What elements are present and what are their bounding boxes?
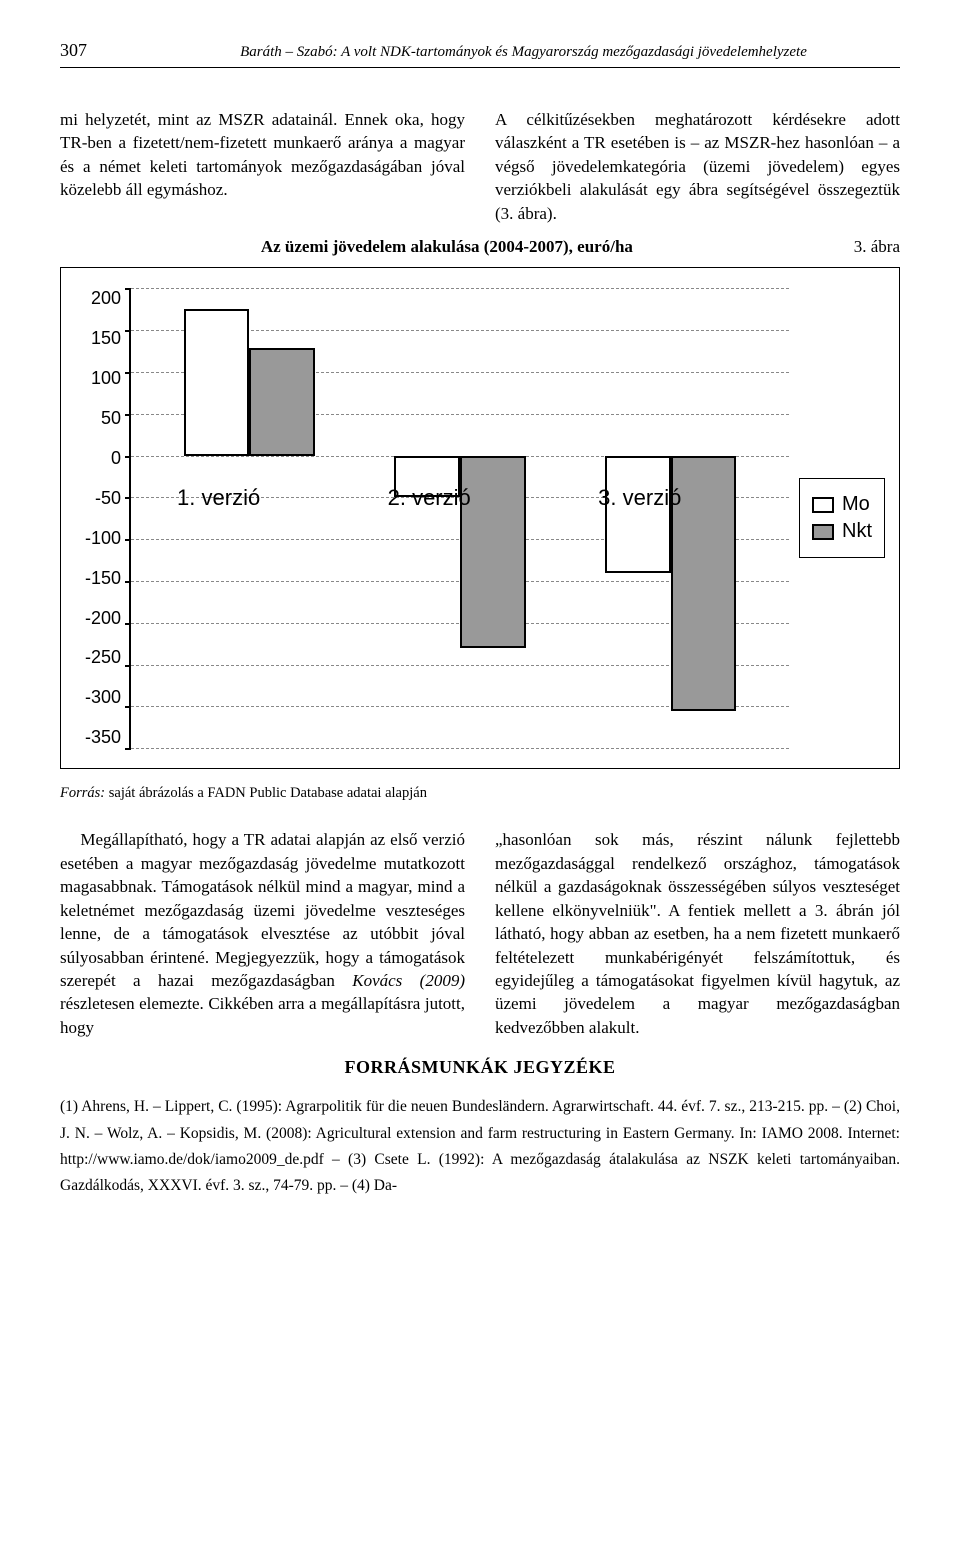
axis-tick [125, 623, 131, 625]
top-paragraph-columns: mi helyzetét, mint az MSZR adatainál. En… [60, 108, 900, 225]
y-tick-label: 150 [91, 328, 121, 349]
legend-swatch-mo [812, 497, 834, 513]
y-tick-label: 50 [101, 408, 121, 429]
bar-mo [184, 309, 250, 455]
y-tick-label: -50 [95, 488, 121, 509]
y-tick-label: -200 [85, 608, 121, 629]
bottom-left-b: részletesen elemezte. Cikkében arra a me… [60, 994, 465, 1036]
axis-tick [125, 706, 131, 708]
axis-tick [125, 456, 131, 458]
bottom-paragraph-columns: Megállapítható, hogy a TR adatai alapján… [60, 828, 900, 1039]
bottom-para-right: „hasonlóan sok más, részint nálunk fejle… [495, 828, 900, 1039]
bottom-left-ital: Kovács (2009) [352, 971, 465, 990]
category-label: 1. verzió [177, 485, 260, 511]
y-tick-label: -300 [85, 687, 121, 708]
legend-swatch-nkt [812, 524, 834, 540]
bar-mo [605, 456, 671, 573]
bottom-left-a: Megállapítható, hogy a TR adatai alapján… [60, 830, 465, 990]
chart-source: Forrás: saját ábrázolás a FADN Public Da… [60, 785, 900, 802]
axis-tick [125, 748, 131, 750]
page-number: 307 [60, 40, 87, 61]
grid-line [131, 288, 789, 289]
figure-label: 3. ábra [854, 237, 900, 257]
axis-tick [125, 539, 131, 541]
axis-tick [125, 665, 131, 667]
y-tick-label: 100 [91, 368, 121, 389]
bar-nkt [249, 348, 315, 455]
category-label: 2. verzió [388, 485, 471, 511]
axis-tick [125, 330, 131, 332]
running-header: 307 Baráth – Szabó: A volt NDK-tartomány… [60, 40, 900, 68]
category-label: 3. verzió [598, 485, 681, 511]
axis-tick [125, 414, 131, 416]
top-para-left: mi helyzetét, mint az MSZR adatainál. En… [60, 108, 465, 225]
chart-container: 200150100500-50-100-150-200-250-300-350 … [60, 267, 900, 769]
references-heading: FORRÁSMUNKÁK JEGYZÉKE [60, 1057, 900, 1078]
chart-legend: Mo Nkt [799, 478, 885, 558]
y-tick-label: 0 [111, 448, 121, 469]
y-tick-label: -100 [85, 528, 121, 549]
chart-plot-area: 1. verzió 2. verzió 3. verzió [129, 288, 789, 748]
axis-tick [125, 497, 131, 499]
top-para-right: A célkitűzésekben meghatározott kérdések… [495, 108, 900, 225]
y-tick-label: -150 [85, 568, 121, 589]
axis-tick [125, 288, 131, 290]
y-tick-label: -250 [85, 647, 121, 668]
chart-y-axis: 200 150 100 50 0 -50 -100 -150 -200 -250 -300 -350 [75, 288, 129, 748]
chart-title: Az üzemi jövedelem alakulása (2004-2007)… [60, 237, 834, 257]
running-head-text: Baráth – Szabó: A volt NDK-tartományok é… [147, 44, 900, 61]
source-lead: Forrás: [60, 785, 105, 801]
references-body: (1) Ahrens, H. – Lippert, C. (1995): Agr… [60, 1094, 900, 1199]
legend-item-mo: Mo [812, 493, 872, 516]
y-tick-label: -350 [85, 727, 121, 748]
legend-label-nkt: Nkt [842, 520, 872, 543]
axis-tick [125, 372, 131, 374]
legend-label-mo: Mo [842, 493, 870, 516]
axis-tick [125, 581, 131, 583]
grid-line [131, 748, 789, 749]
legend-item-nkt: Nkt [812, 520, 872, 543]
source-text: saját ábrázolás a FADN Public Database a… [105, 785, 427, 801]
y-tick-label: 200 [91, 288, 121, 309]
bottom-para-left: Megállapítható, hogy a TR adatai alapján… [60, 828, 465, 1039]
chart-title-row: Az üzemi jövedelem alakulása (2004-2007)… [60, 237, 900, 257]
